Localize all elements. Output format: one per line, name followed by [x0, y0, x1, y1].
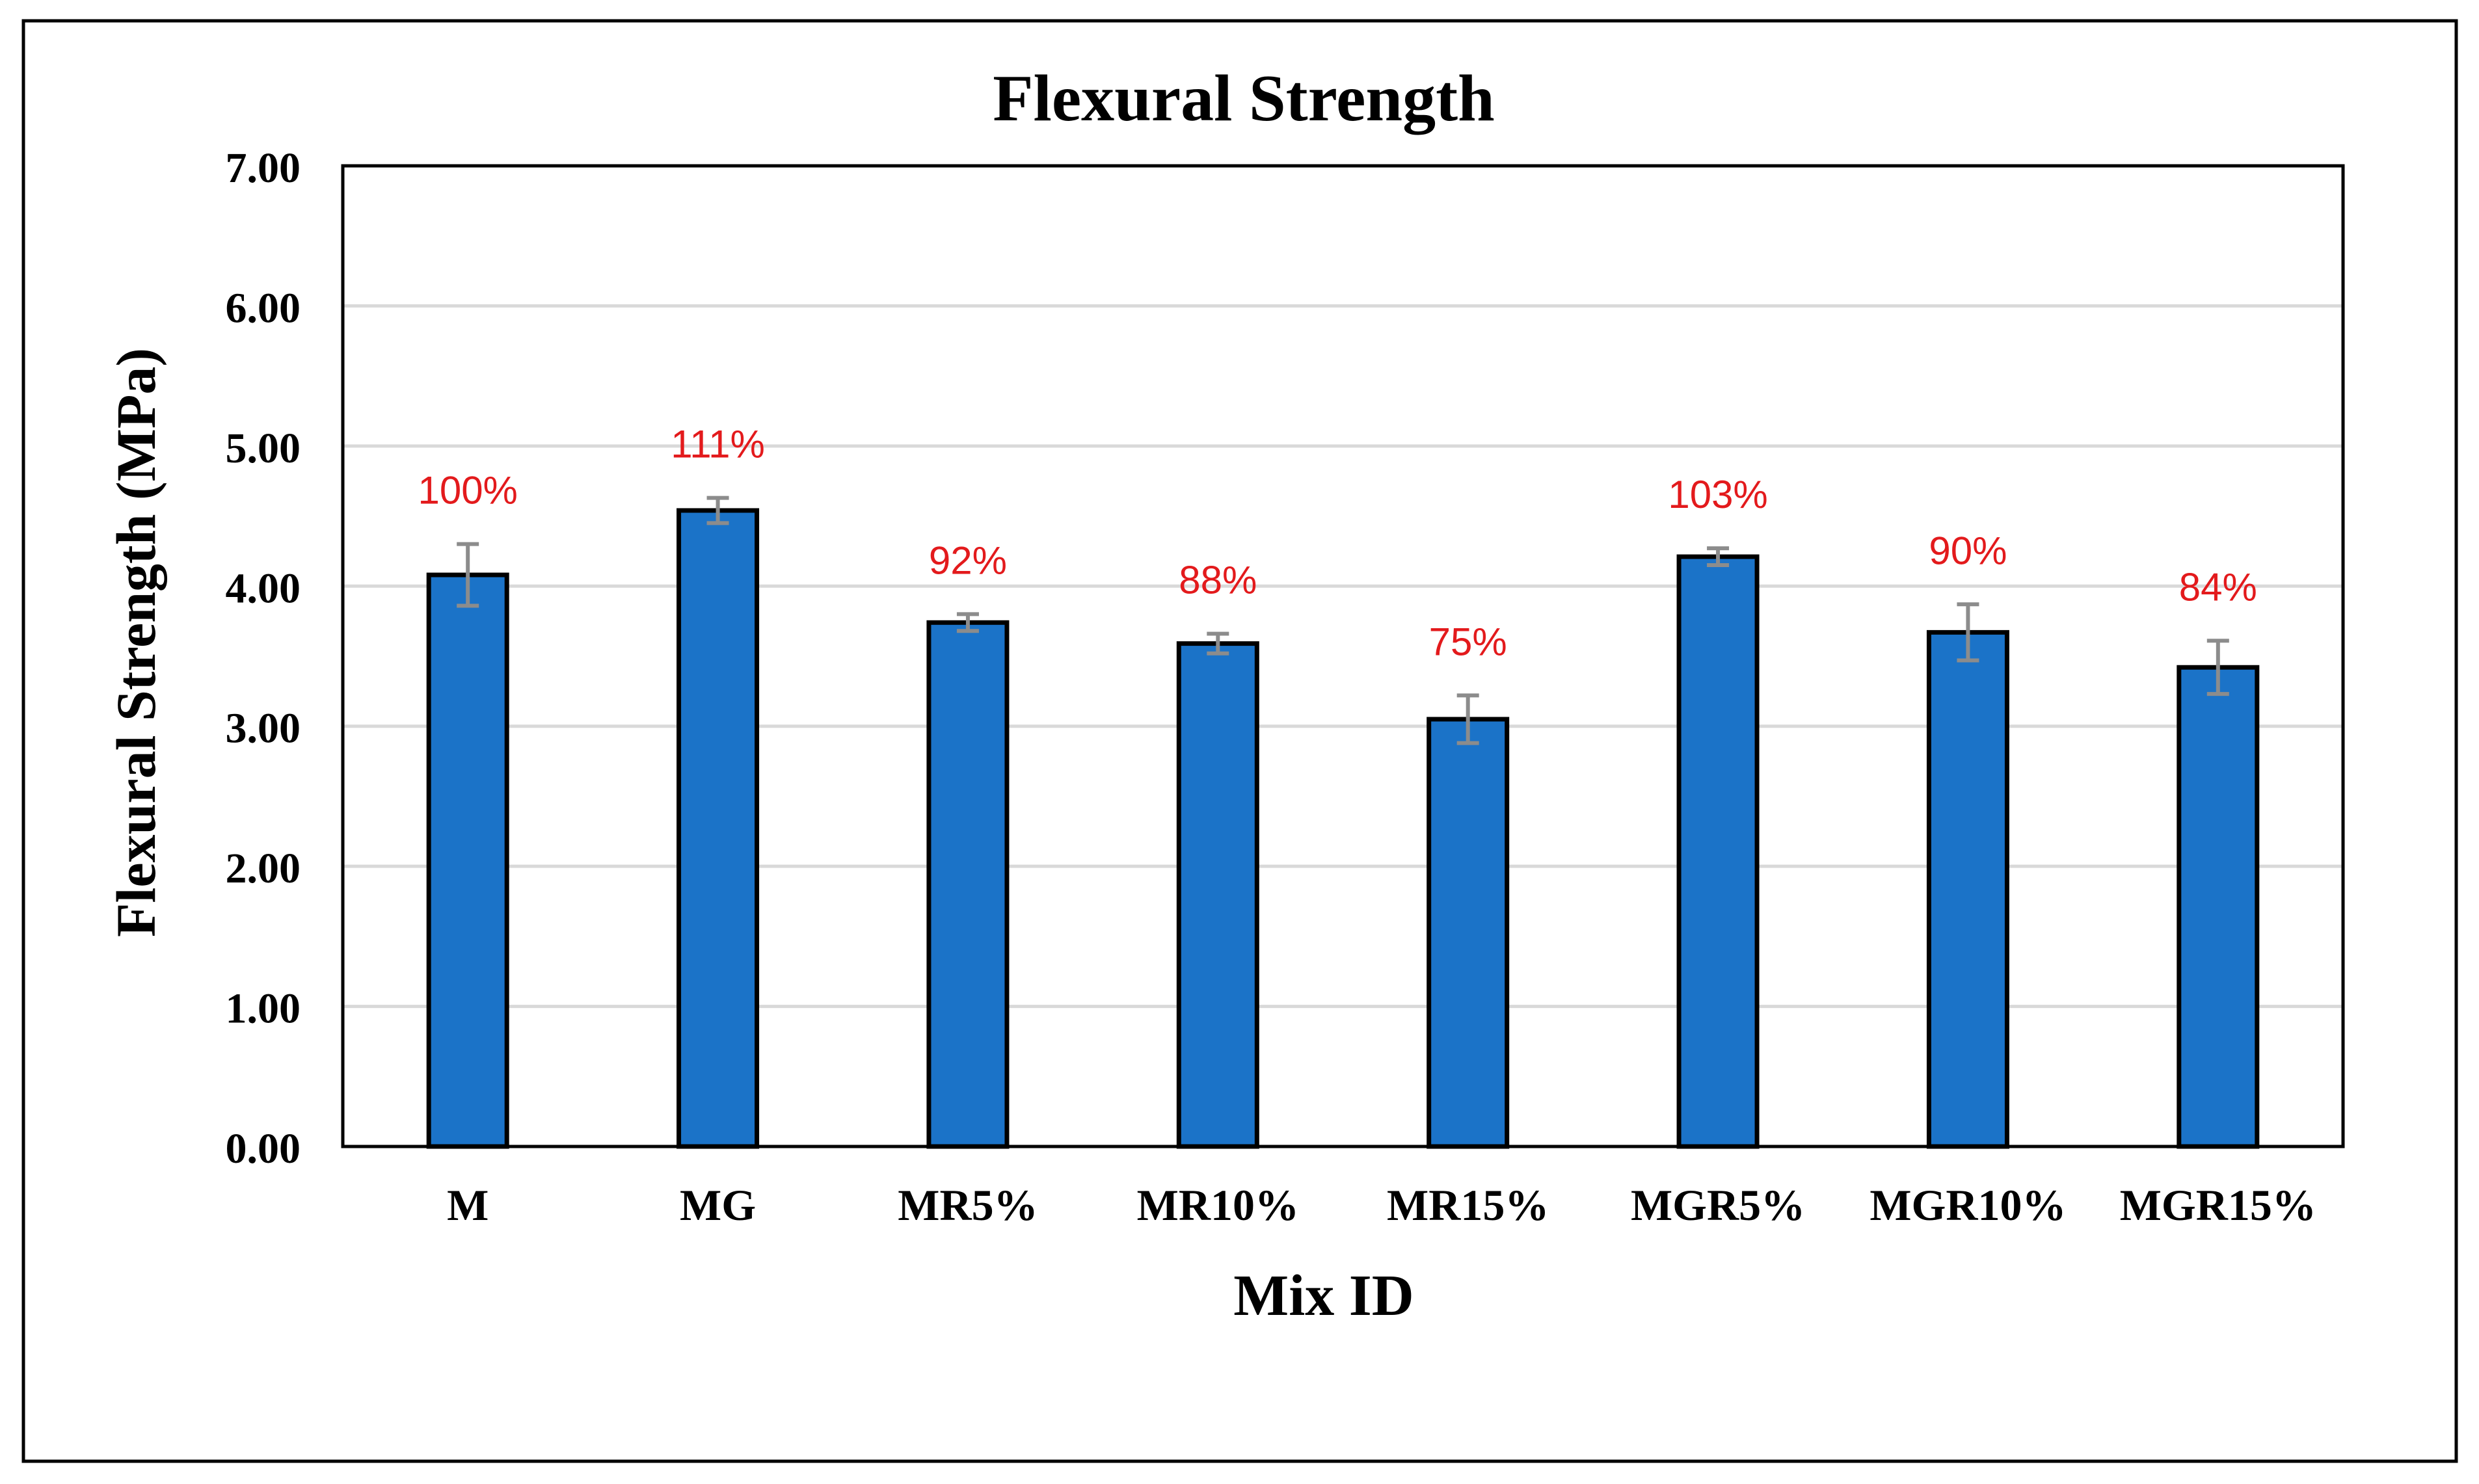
- data-label: 84%: [2179, 565, 2257, 609]
- x-tick-label: MGR5%: [1631, 1180, 1805, 1230]
- bar: [426, 572, 509, 1149]
- bar: [1176, 641, 1259, 1149]
- data-label: 88%: [1179, 559, 1257, 602]
- y-tick-label: 6.00: [226, 284, 301, 332]
- y-tick-label: 4.00: [226, 564, 301, 612]
- data-label: 92%: [929, 538, 1007, 582]
- y-axis-title: Flexural Strength (MPa): [105, 348, 167, 937]
- plot-area-frame: [341, 164, 2345, 1148]
- x-axis-ticks: M MG MR5% MR10% MR15% MGR5% MGR10% MGR15%: [447, 1180, 2316, 1230]
- bar: [1676, 554, 1760, 1149]
- x-tick-label: MR10%: [1137, 1180, 1299, 1230]
- data-label: 103%: [1668, 473, 1767, 516]
- bar: [1926, 629, 2009, 1149]
- bar: [677, 508, 760, 1149]
- x-tick-label: MGR15%: [2120, 1180, 2316, 1230]
- y-tick-label: 1.00: [226, 985, 301, 1033]
- x-tick-label: MR5%: [898, 1180, 1038, 1230]
- bar: [2177, 665, 2260, 1149]
- data-label: 75%: [1429, 620, 1507, 663]
- data-label: 90%: [1929, 529, 2007, 572]
- y-tick-label: 5.00: [226, 425, 301, 472]
- x-tick-label: MGR10%: [1869, 1180, 2066, 1230]
- error-bars: [457, 496, 2229, 745]
- bar: [1427, 717, 1510, 1149]
- x-tick-label: MG: [680, 1180, 756, 1230]
- y-tick-label: 3.00: [226, 705, 301, 752]
- y-tick-label: 0.00: [226, 1125, 301, 1173]
- x-axis-title: Mix ID: [1233, 1264, 1414, 1328]
- x-tick-label: MR15%: [1387, 1180, 1549, 1230]
- bar: [926, 620, 1010, 1149]
- y-axis-ticks: 0.00 1.00 2.00 3.00 4.00 5.00 6.00 7.00: [226, 144, 301, 1173]
- data-labels: 100% 111% 92% 88% 75% 103% 90% 84%: [418, 423, 2257, 664]
- gridlines: [343, 304, 2343, 1009]
- y-tick-label: 2.00: [226, 845, 301, 892]
- data-label: 100%: [418, 469, 517, 512]
- x-tick-label: M: [447, 1180, 489, 1230]
- y-tick-label: 7.00: [226, 144, 301, 192]
- data-label: 111%: [671, 423, 765, 466]
- chart-title: Flexural Strength: [993, 62, 1495, 135]
